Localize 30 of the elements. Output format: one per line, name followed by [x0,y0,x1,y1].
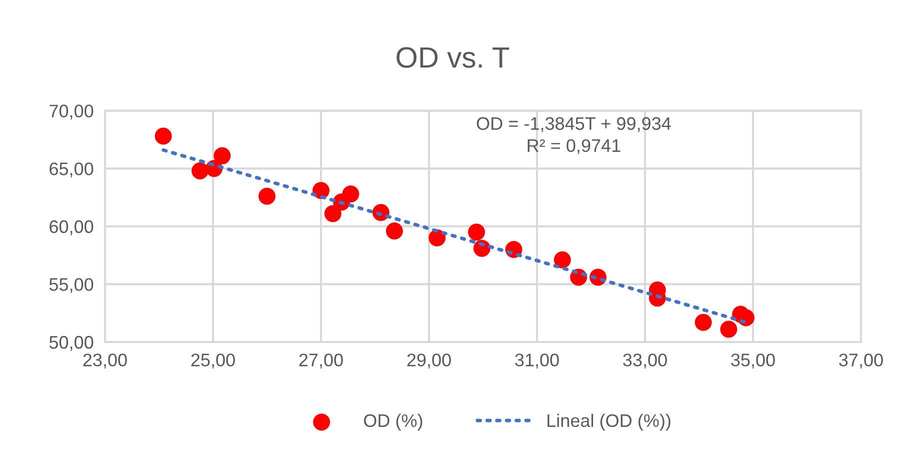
x-tick-label: 25,00 [191,354,235,369]
y-tick-label: 50,00 [49,336,94,351]
x-tick-label: 23,00 [83,354,127,369]
x-tick-label: 27,00 [299,354,343,369]
point [192,162,209,180]
x-tick-label: 35,00 [731,354,775,369]
x-tick-label: 29,00 [407,354,451,369]
point [324,205,342,222]
x-tick-label: 37,00 [839,354,883,369]
point [154,128,172,145]
point [214,147,231,164]
chart-title: OD vs. T [396,47,510,68]
legend-label: Lineal (OD (%)) [548,414,670,431]
point [554,251,571,268]
y-tick-label: 65,00 [50,162,94,178]
point [720,320,738,338]
annotation: OD = -1,3845T + 99,934 R² = 0,9741 [476,117,671,154]
x-tick-label: 33,00 [623,354,667,369]
y-tick-label: 60,00 [50,220,94,236]
point [342,185,360,202]
x-tick-label: 31,00 [515,354,559,369]
point [737,309,754,326]
y-tick-label: 70,00 [50,104,94,120]
point [428,229,446,246]
legend-label: OD (%) [364,414,422,431]
point [694,314,712,331]
y-tick-label: 55,00 [49,278,94,294]
point [386,222,403,240]
point [468,224,486,241]
point [258,188,276,205]
